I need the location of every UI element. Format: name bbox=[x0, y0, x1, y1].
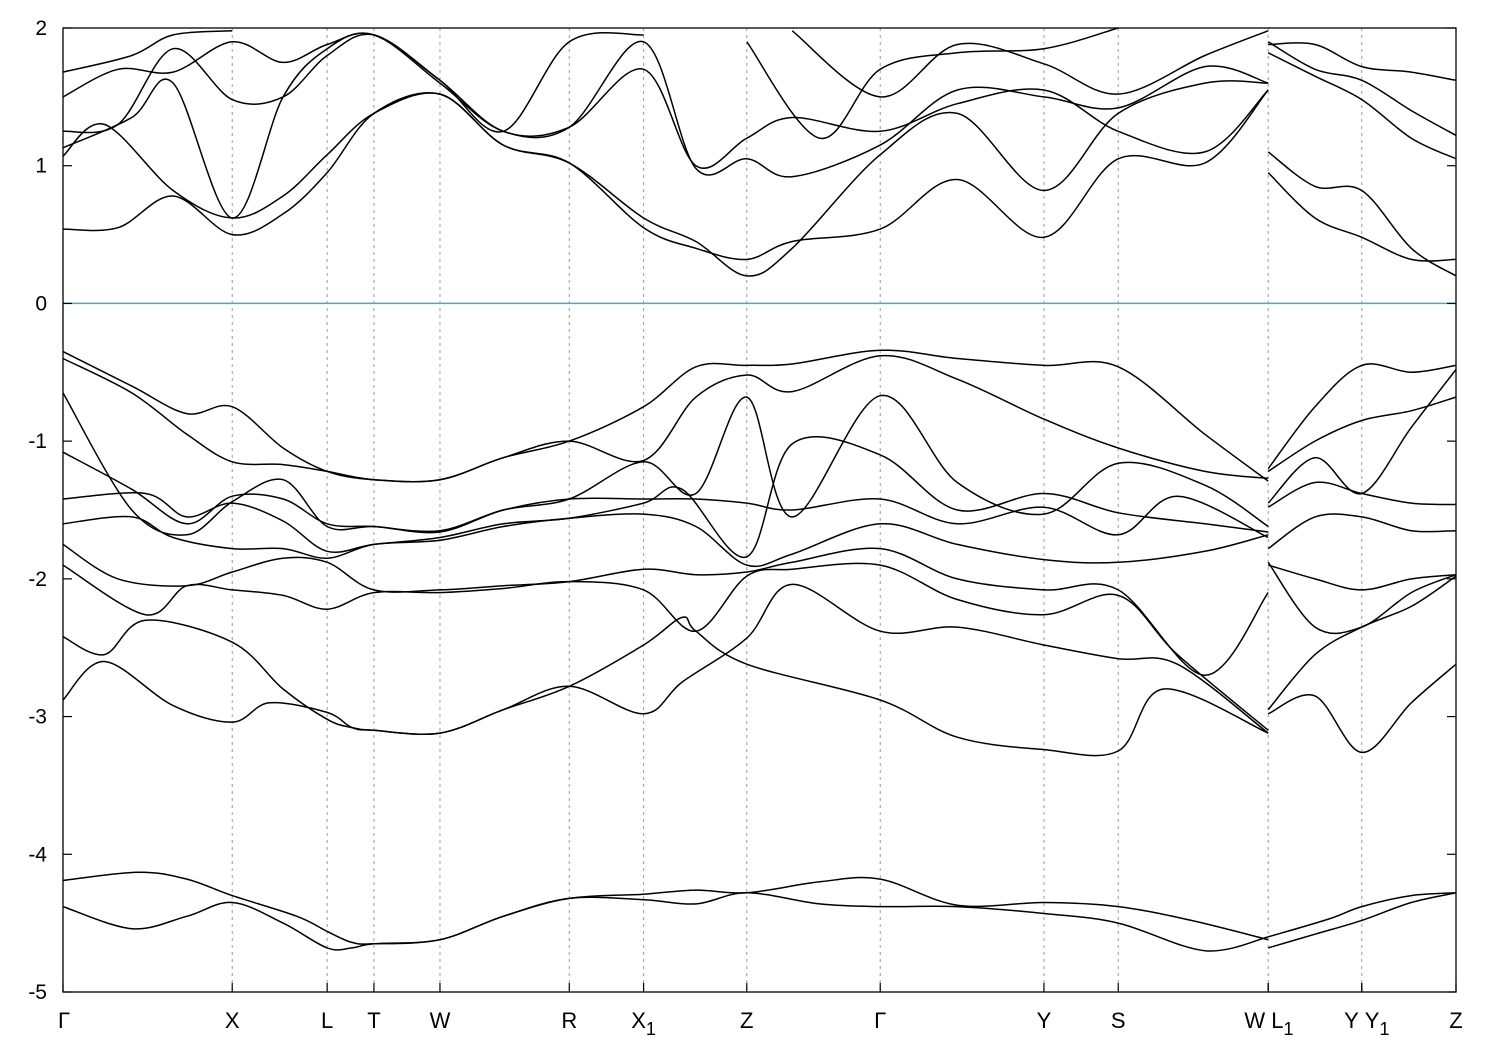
kpoint-label: X bbox=[225, 1008, 240, 1033]
y-axis-ticks: 2 1 0 -1 -2 -3 -4 -5 bbox=[28, 17, 1456, 1004]
y-tick-label: 0 bbox=[35, 292, 47, 315]
band-line-34 bbox=[1267, 52, 1457, 160]
kpoint-label: T bbox=[367, 1008, 380, 1033]
kpoint-label: Z bbox=[1449, 1008, 1462, 1033]
band-line-6 bbox=[1267, 663, 1457, 754]
band-line-18 bbox=[1267, 396, 1457, 473]
band-line-33 bbox=[1267, 41, 1457, 137]
band-line-17 bbox=[62, 392, 1269, 536]
band-line-31 bbox=[746, 27, 1119, 139]
y-tick-label: 1 bbox=[35, 155, 47, 178]
band-line-4 bbox=[62, 583, 1269, 735]
band-line-8 bbox=[62, 562, 1269, 731]
x-axis-ticks: Γ X L T W R X1 Z Γ Y S W L1 Y Y1 Z bbox=[58, 983, 1463, 1039]
band-line-14 bbox=[1267, 513, 1457, 550]
band-line-29 bbox=[62, 31, 644, 133]
band-line-5 bbox=[62, 616, 1269, 757]
kpoint-label-subscript: 1 bbox=[646, 1019, 656, 1039]
kpoint-label: Γ bbox=[58, 1008, 70, 1033]
kpoint-label: Y bbox=[1037, 1008, 1052, 1033]
kpoint-label-subscript: 1 bbox=[1283, 1019, 1293, 1039]
kpoint-label: L bbox=[321, 1008, 333, 1033]
band-line-26 bbox=[1267, 172, 1457, 262]
kpoint-label: Y bbox=[1344, 1008, 1359, 1033]
y-tick-label: -2 bbox=[28, 568, 47, 591]
kpoint-label-subscript: 1 bbox=[1379, 1019, 1389, 1039]
band-lines bbox=[62, 27, 1457, 952]
band-line-12 bbox=[62, 513, 1269, 568]
kpoint-label: W bbox=[430, 1008, 451, 1033]
band-line-32 bbox=[791, 30, 1269, 98]
band-line-1 bbox=[62, 892, 1269, 952]
band-line-9 bbox=[62, 543, 1269, 677]
band-line-21 bbox=[62, 349, 1269, 483]
band-line-27 bbox=[62, 32, 1269, 219]
kpoint-label: R bbox=[561, 1008, 577, 1033]
band-line-28 bbox=[62, 33, 1269, 169]
band-line-11 bbox=[1267, 561, 1457, 635]
y-tick-label: -1 bbox=[28, 430, 47, 453]
y-tick-label: 2 bbox=[35, 17, 47, 40]
band-line-30 bbox=[62, 30, 233, 73]
kpoint-label: Γ bbox=[874, 1008, 886, 1033]
kpoint-label: S bbox=[1111, 1008, 1126, 1033]
band-line-23 bbox=[62, 89, 1269, 261]
kpoint-label: W bbox=[1244, 1008, 1265, 1033]
y-tick-label: -5 bbox=[28, 981, 47, 1004]
y-tick-label: -4 bbox=[28, 843, 47, 866]
y-tick-label: -3 bbox=[28, 706, 47, 729]
band-line-35 bbox=[1268, 42, 1457, 82]
plot-frame bbox=[62, 27, 1457, 993]
kpoint-label: Z bbox=[740, 1008, 753, 1033]
band-line-13 bbox=[62, 435, 1269, 558]
band-line-19 bbox=[1267, 369, 1457, 504]
band-line-24 bbox=[62, 80, 1269, 277]
band-line-2 bbox=[1267, 892, 1457, 938]
band-line-3 bbox=[1267, 892, 1457, 949]
band-line-25 bbox=[1267, 151, 1457, 277]
band-line-20 bbox=[62, 354, 1269, 483]
band-line-22 bbox=[1267, 363, 1457, 470]
band-line-10 bbox=[1267, 564, 1457, 591]
